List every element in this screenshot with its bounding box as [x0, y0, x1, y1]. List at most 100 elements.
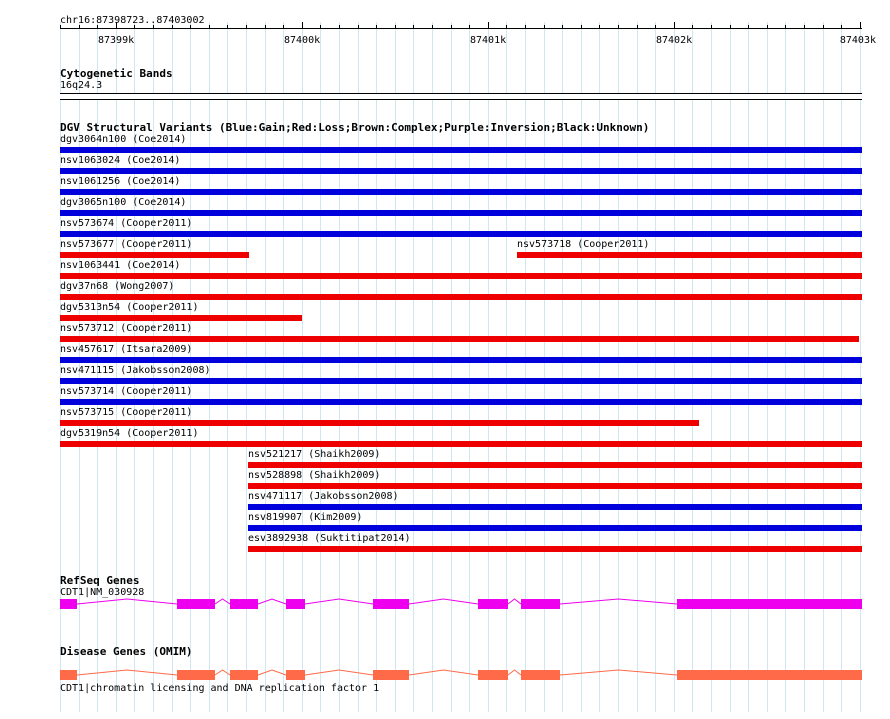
intron-line [257, 598, 287, 605]
dgv-gain-bar[interactable] [60, 231, 862, 237]
grid-line [209, 22, 210, 712]
dgv-loss-bar[interactable] [248, 546, 862, 552]
dgv-gain-bar[interactable] [60, 168, 862, 174]
ruler-minor-tick [395, 25, 396, 29]
dgv-loss-bar[interactable] [517, 252, 862, 258]
ruler-tick-label: 87399k [98, 35, 135, 46]
ruler-minor-tick [637, 25, 638, 29]
grid-line [116, 22, 117, 712]
dgv-feature-label: nsv573718 (Cooper2011) [517, 239, 650, 250]
grid-line [525, 22, 526, 712]
refseq-track-title[interactable]: RefSeq Genes [60, 574, 140, 587]
intron-line [507, 598, 522, 605]
dgv-feature-label: esv3892938 (Suktitipat2014) [248, 533, 411, 544]
exon-block[interactable] [521, 599, 560, 609]
grid-line [581, 22, 582, 712]
exon-block[interactable] [478, 670, 508, 680]
dgv-feature-label: nsv573677 (Cooper2011) [60, 239, 193, 250]
dgv-feature-label: dgv3064n100 (Coe2014) [60, 134, 187, 145]
exon-block[interactable] [677, 599, 862, 609]
dgv-gain-bar[interactable] [60, 378, 862, 384]
dgv-loss-bar[interactable] [60, 294, 862, 300]
ruler-minor-tick [655, 25, 656, 29]
exon-block[interactable] [478, 599, 508, 609]
dgv-gain-bar[interactable] [248, 504, 862, 510]
ruler-minor-tick [823, 25, 824, 29]
ruler-minor-tick [265, 25, 266, 29]
dgv-gain-bar[interactable] [60, 357, 862, 363]
exon-block[interactable] [230, 599, 258, 609]
dgv-gain-bar[interactable] [248, 525, 862, 531]
exon-block[interactable] [373, 599, 409, 609]
exon-block[interactable] [177, 599, 215, 609]
intron-line [257, 669, 287, 676]
grid-line [785, 22, 786, 712]
intron-line [214, 598, 231, 605]
dgv-loss-bar[interactable] [60, 336, 859, 342]
exon-block[interactable] [373, 670, 409, 680]
ruler-location: chr16:87398723..87403002 [60, 15, 205, 26]
intron-line [559, 669, 678, 676]
dgv-feature-label: nsv573714 (Cooper2011) [60, 386, 193, 397]
dgv-feature-label: nsv457617 (Itsara2009) [60, 344, 193, 355]
omim-gene-model[interactable] [0, 666, 890, 684]
grid-line [339, 22, 340, 712]
ruler-minor-tick [506, 25, 507, 29]
dgv-feature-label: nsv471115 (Jakobsson2008) [60, 365, 211, 376]
grid-line [488, 22, 489, 712]
omim-gene-label: CDT1|chromatin licensing and DNA replica… [60, 683, 380, 694]
ruler-minor-tick [841, 25, 842, 29]
grid-line [451, 22, 452, 712]
dgv-feature-label: dgv37n68 (Wong2007) [60, 281, 175, 292]
ruler-minor-tick [358, 25, 359, 29]
dgv-gain-bar[interactable] [60, 210, 862, 216]
refseq-gene-model[interactable] [0, 595, 890, 613]
intron-line [408, 598, 479, 605]
dgv-track-title[interactable]: DGV Structural Variants (Blue:Gain;Red:L… [60, 121, 650, 134]
ruler-major-tick [116, 22, 117, 29]
intron-line [214, 669, 231, 676]
grid-line [655, 22, 656, 712]
dgv-loss-bar[interactable] [248, 462, 862, 468]
exon-block[interactable] [60, 599, 77, 609]
dgv-loss-bar[interactable] [60, 315, 302, 321]
grid-line [227, 22, 228, 712]
intron-line [76, 669, 178, 676]
grid-line [376, 22, 377, 712]
cytoband-band[interactable] [60, 93, 862, 100]
dgv-loss-bar[interactable] [60, 441, 862, 447]
exon-block[interactable] [230, 670, 258, 680]
ruler-major-tick [674, 22, 675, 29]
ruler-major-tick [488, 22, 489, 29]
dgv-gain-bar[interactable] [60, 399, 862, 405]
ruler-tick-label: 87400k [284, 35, 321, 46]
exon-block[interactable] [60, 670, 77, 680]
ruler-minor-tick [767, 25, 768, 29]
exon-block[interactable] [177, 670, 215, 680]
dgv-loss-bar[interactable] [60, 420, 699, 426]
exon-block[interactable] [286, 670, 305, 680]
exon-block[interactable] [677, 670, 862, 680]
omim-track-title[interactable]: Disease Genes (OMIM) [60, 645, 193, 658]
dgv-feature-label: dgv3065n100 (Coe2014) [60, 197, 187, 208]
ruler-minor-tick [804, 25, 805, 29]
dgv-gain-bar[interactable] [60, 147, 862, 153]
grid-line [730, 22, 731, 712]
cytoband-label: 16q24.3 [60, 80, 103, 91]
exon-block[interactable] [521, 670, 560, 680]
dgv-gain-bar[interactable] [60, 189, 862, 195]
dgv-feature-label: nsv521217 (Shaikh2009) [248, 449, 381, 460]
dgv-feature-label: nsv528898 (Shaikh2009) [248, 470, 381, 481]
dgv-loss-bar[interactable] [60, 252, 249, 258]
grid-line [841, 22, 842, 712]
ruler-minor-tick [60, 25, 61, 29]
ruler-minor-tick [339, 25, 340, 29]
cytoband-track-title[interactable]: Cytogenetic Bands [60, 67, 173, 80]
dgv-loss-bar[interactable] [60, 273, 862, 279]
dgv-feature-label: nsv471117 (Jakobsson2008) [248, 491, 399, 502]
dgv-loss-bar[interactable] [248, 483, 862, 489]
exon-block[interactable] [286, 599, 305, 609]
grid-line [692, 22, 693, 712]
grid-line [395, 22, 396, 712]
